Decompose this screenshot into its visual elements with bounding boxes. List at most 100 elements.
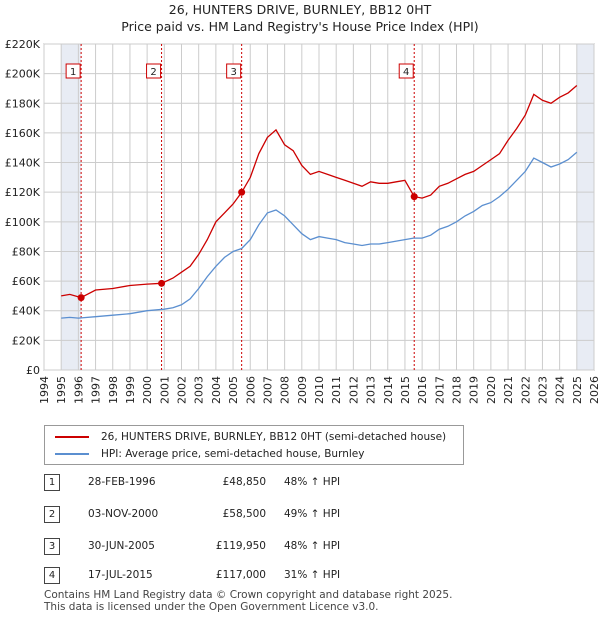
sale-marker-box — [398, 63, 414, 79]
x-tick-label: 2003 — [193, 376, 206, 404]
y-tick-label: £220K — [5, 38, 41, 51]
series-line — [61, 85, 578, 299]
x-tick-label: 2004 — [210, 376, 223, 404]
series-lines — [61, 85, 578, 319]
x-tick-label: 1999 — [124, 376, 137, 404]
sale-point — [238, 188, 246, 196]
y-tick-label: £140K — [5, 157, 41, 170]
series-line — [61, 151, 578, 319]
transaction-number: 4 — [44, 567, 60, 584]
x-tick-label: 2013 — [365, 376, 378, 404]
legend: 26, HUNTERS DRIVE, BURNLEY, BB12 0HT (se… — [44, 425, 464, 465]
legend-label-property: 26, HUNTERS DRIVE, BURNLEY, BB12 0HT (se… — [101, 431, 447, 443]
transaction-number: 2 — [44, 506, 60, 523]
x-tick-label: 2010 — [313, 376, 326, 404]
sale-point — [158, 279, 166, 287]
x-tick-label: 2012 — [347, 376, 360, 404]
x-tick-label: 2020 — [485, 376, 498, 404]
x-tick-label: 2008 — [279, 376, 292, 404]
x-tick-label: 1998 — [107, 376, 120, 404]
sale-marker-label: 4 — [403, 67, 409, 78]
y-axis-ticks: £0 £20K £40K £60K £80K £100K £120K £140K £160K £1… — [5, 38, 41, 377]
transaction-hpi-diff: 31% ↑ HPI — [284, 569, 341, 581]
x-tick-label: 2015 — [399, 376, 412, 404]
transaction-row: 4 17-JUL-2015 £117,000 31% ↑ HPI — [0, 567, 600, 587]
x-tick-label: 2007 — [261, 376, 274, 404]
sale-marker-label: 1 — [70, 67, 76, 78]
transaction-number: 1 — [44, 474, 60, 491]
sale-point — [410, 193, 418, 201]
legend-swatch-property — [55, 436, 89, 438]
sale-marker-box — [146, 63, 162, 79]
sale-marker-label: 3 — [230, 67, 236, 78]
x-tick-label: 2014 — [382, 376, 395, 404]
x-tick-label: 2002 — [176, 376, 189, 404]
y-tick-label: £80K — [12, 245, 41, 258]
y-tick-label: £120K — [5, 186, 41, 199]
transaction-number: 3 — [44, 538, 60, 555]
x-tick-label: 2006 — [244, 376, 257, 404]
transaction-price: £117,000 — [215, 569, 266, 581]
x-tick-label: 2021 — [502, 376, 515, 404]
sale-marker-box — [65, 63, 81, 79]
y-tick-label: £0 — [26, 364, 40, 377]
transaction-price: £48,850 — [222, 476, 266, 488]
x-tick-label: 2017 — [433, 376, 446, 404]
transaction-price: £119,950 — [215, 540, 266, 552]
sale-marker-box — [226, 63, 242, 79]
x-tick-label: 2011 — [330, 376, 343, 404]
transaction-hpi-diff: 48% ↑ HPI — [284, 540, 341, 552]
y-tick-label: £200K — [5, 68, 41, 81]
x-tick-label: 2022 — [519, 376, 532, 404]
legend-item-hpi: HPI: Average price, semi-detached house,… — [55, 446, 364, 462]
x-tick-label: 2005 — [227, 376, 240, 404]
transaction-row: 3 30-JUN-2005 £119,950 48% ↑ HPI — [0, 538, 600, 558]
price-chart: 26, HUNTERS DRIVE, BURNLEY, BB12 0HT Pri… — [5, 2, 600, 404]
x-axis-ticks: 1994 1995 1996 1997 1998 1999 2000 2001 2002 2003… — [38, 376, 600, 404]
x-tick-label: 2016 — [416, 376, 429, 404]
chart-subtitle: Price paid vs. HM Land Registry's House … — [121, 19, 478, 34]
chart-title: 26, HUNTERS DRIVE, BURNLEY, BB12 0HT — [169, 2, 432, 17]
transaction-date: 03-NOV-2000 — [88, 508, 159, 520]
y-tick-label: £100K — [5, 216, 41, 229]
sale-marker-label: 2 — [150, 67, 156, 78]
footer-licence: This data is licensed under the Open Gov… — [44, 601, 379, 613]
shaded-range — [61, 44, 82, 370]
transaction-price: £58,500 — [222, 508, 266, 520]
sale-points — [77, 188, 418, 302]
x-tick-label: 2025 — [571, 376, 584, 404]
legend-item-property: 26, HUNTERS DRIVE, BURNLEY, BB12 0HT (se… — [55, 429, 446, 445]
transaction-row: 2 03-NOV-2000 £58,500 49% ↑ HPI — [0, 506, 600, 526]
x-tick-label: 1995 — [55, 376, 68, 404]
x-tick-label: 2023 — [536, 376, 549, 404]
x-tick-label: 2026 — [588, 376, 600, 404]
footer-copyright: Contains HM Land Registry data © Crown c… — [44, 589, 453, 601]
x-tick-label: 2018 — [451, 376, 464, 404]
x-tick-label: 2000 — [141, 376, 154, 404]
transaction-date: 28-FEB-1996 — [88, 476, 156, 488]
x-tick-label: 2009 — [296, 376, 309, 404]
x-tick-label: 1996 — [72, 376, 85, 404]
x-tick-label: 2024 — [554, 376, 567, 404]
transaction-date: 17-JUL-2015 — [88, 569, 153, 581]
sale-marker-boxes: 1 2 3 4 — [65, 63, 414, 79]
x-tick-label: 2001 — [158, 376, 171, 404]
legend-label-hpi: HPI: Average price, semi-detached house,… — [101, 448, 365, 460]
footer: Contains HM Land Registry data © Crown c… — [44, 589, 452, 613]
shaded-range — [576, 44, 594, 370]
transaction-hpi-diff: 48% ↑ HPI — [284, 476, 341, 488]
y-tick-label: £180K — [5, 97, 41, 110]
transaction-row: 1 28-FEB-1996 £48,850 48% ↑ HPI — [0, 474, 600, 494]
x-tick-label: 1997 — [90, 376, 103, 404]
y-tick-label: £160K — [5, 127, 41, 140]
sale-point — [77, 294, 85, 302]
y-tick-label: £40K — [12, 305, 41, 318]
grid-lines — [43, 43, 595, 371]
transaction-hpi-diff: 49% ↑ HPI — [284, 508, 341, 520]
y-tick-label: £60K — [12, 275, 41, 288]
legend-swatch-hpi — [55, 453, 89, 455]
x-tick-label: 1994 — [38, 376, 51, 404]
y-tick-label: £20K — [12, 334, 41, 347]
x-tick-label: 2019 — [468, 376, 481, 404]
transaction-date: 30-JUN-2005 — [88, 540, 155, 552]
